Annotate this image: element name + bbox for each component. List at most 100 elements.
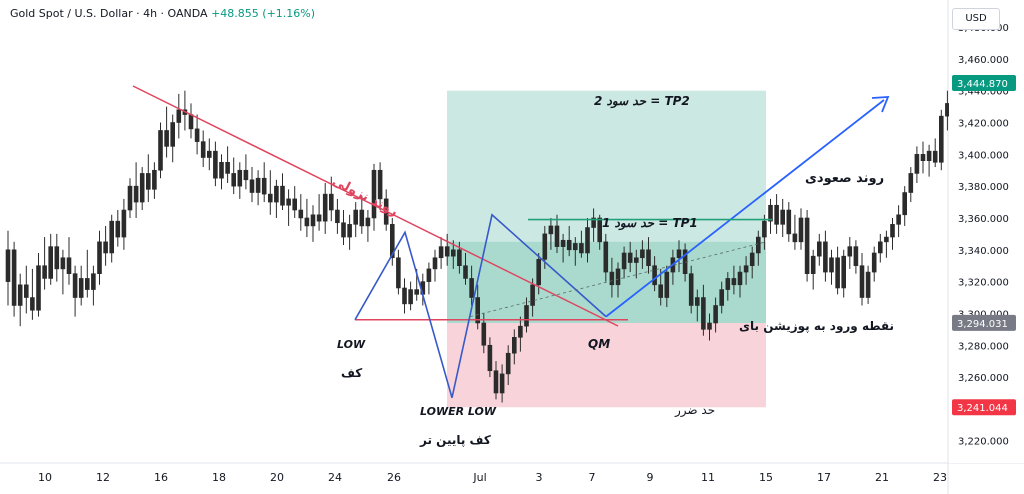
candle <box>499 364 505 403</box>
candle <box>103 225 108 266</box>
tp1-label: حد سود 1 = TP1 <box>602 216 698 231</box>
candle-body <box>646 249 651 267</box>
candle-body <box>475 297 481 324</box>
uptrend-arrow <box>605 99 885 318</box>
candle-body <box>11 249 17 306</box>
candle-body <box>152 169 157 190</box>
price-tag <box>952 314 1016 331</box>
time-tick-label: 20 <box>270 471 284 484</box>
price-tag <box>952 74 1016 91</box>
price-axis[interactable]: 3,480.0003,460.0003,440.0003,420.0003,40… <box>949 0 1024 463</box>
candle <box>792 214 798 250</box>
lower-low-label: LOWER LOW <box>420 405 497 418</box>
candle <box>389 217 395 266</box>
candle-body <box>255 177 261 193</box>
candle <box>841 249 847 298</box>
candle <box>261 162 267 203</box>
candle <box>615 262 621 298</box>
candle-body <box>798 217 804 243</box>
candle <box>725 272 731 301</box>
candle-body <box>225 161 230 174</box>
candle <box>304 198 310 238</box>
time-tick-label: 15 <box>759 471 773 484</box>
candle-body <box>5 249 11 282</box>
candle-body <box>60 257 66 270</box>
time-tick-label: 10 <box>38 471 52 484</box>
candle <box>554 214 560 253</box>
candle-body <box>389 224 395 259</box>
currency-button[interactable]: USD <box>952 8 1000 30</box>
candle-body <box>213 150 218 179</box>
candle-body <box>91 273 96 290</box>
price-tick-label: 3,220.000 <box>958 437 1009 448</box>
candle <box>816 233 822 266</box>
candle-body <box>365 217 371 227</box>
candle <box>755 230 761 266</box>
candle-body <box>450 249 456 257</box>
candle <box>804 210 810 282</box>
candle-body <box>908 173 914 193</box>
candle-body <box>652 265 657 286</box>
candle <box>121 198 127 250</box>
candle-body <box>304 217 310 227</box>
candle <box>133 162 139 218</box>
candle <box>548 217 554 250</box>
candle-body <box>554 225 560 247</box>
candle-body <box>749 252 755 267</box>
candle <box>487 337 493 378</box>
candle-body <box>542 233 548 260</box>
candle <box>402 278 407 314</box>
candle-body <box>341 222 346 238</box>
candle-body <box>890 224 895 238</box>
candle <box>810 249 816 290</box>
candle <box>798 208 804 250</box>
candle <box>926 144 932 177</box>
candle <box>48 233 54 285</box>
candle-body <box>115 220 121 238</box>
candle-body <box>585 227 590 254</box>
stop-loss-label: حد ضرر <box>674 403 715 418</box>
candle <box>243 154 249 190</box>
candle <box>5 230 11 306</box>
candle <box>23 265 29 314</box>
candle-body <box>505 352 511 375</box>
candle-body <box>139 173 145 203</box>
candle-body <box>896 214 901 225</box>
candle <box>219 154 224 190</box>
candle-body <box>121 209 127 238</box>
candle <box>749 246 755 279</box>
candle-body <box>816 241 822 257</box>
candle <box>505 345 511 386</box>
candle-body <box>597 217 603 243</box>
candle-body <box>762 220 767 238</box>
candle <box>865 265 871 304</box>
candle <box>274 179 279 218</box>
price-tick-label: 3,440.000 <box>958 87 1009 98</box>
candle-body <box>194 128 200 142</box>
candle-body <box>640 249 645 259</box>
candle-body <box>42 265 47 279</box>
price-tag-label: 3,444.870 <box>957 79 1008 90</box>
time-axis[interactable]: 10 12 16 18 20 24 26 Jul 3 7 9 11 15 17 21 23 <box>38 471 947 484</box>
candle <box>731 265 737 295</box>
candle-body <box>292 198 298 211</box>
risk-reward-dashed-line <box>469 241 767 318</box>
candle-body <box>146 173 151 190</box>
candle <box>85 249 90 298</box>
candle-body <box>207 150 212 158</box>
candle-body <box>871 252 877 273</box>
candle-body <box>377 169 383 200</box>
candle <box>859 252 865 306</box>
candle-body <box>286 198 291 206</box>
candle <box>694 289 700 322</box>
candle <box>341 210 346 246</box>
candle <box>438 237 444 269</box>
candle-body <box>347 224 352 238</box>
candle-body <box>615 268 621 286</box>
candle <box>91 265 96 306</box>
candle <box>54 233 60 282</box>
candle <box>146 154 151 203</box>
candle-body <box>158 130 163 171</box>
